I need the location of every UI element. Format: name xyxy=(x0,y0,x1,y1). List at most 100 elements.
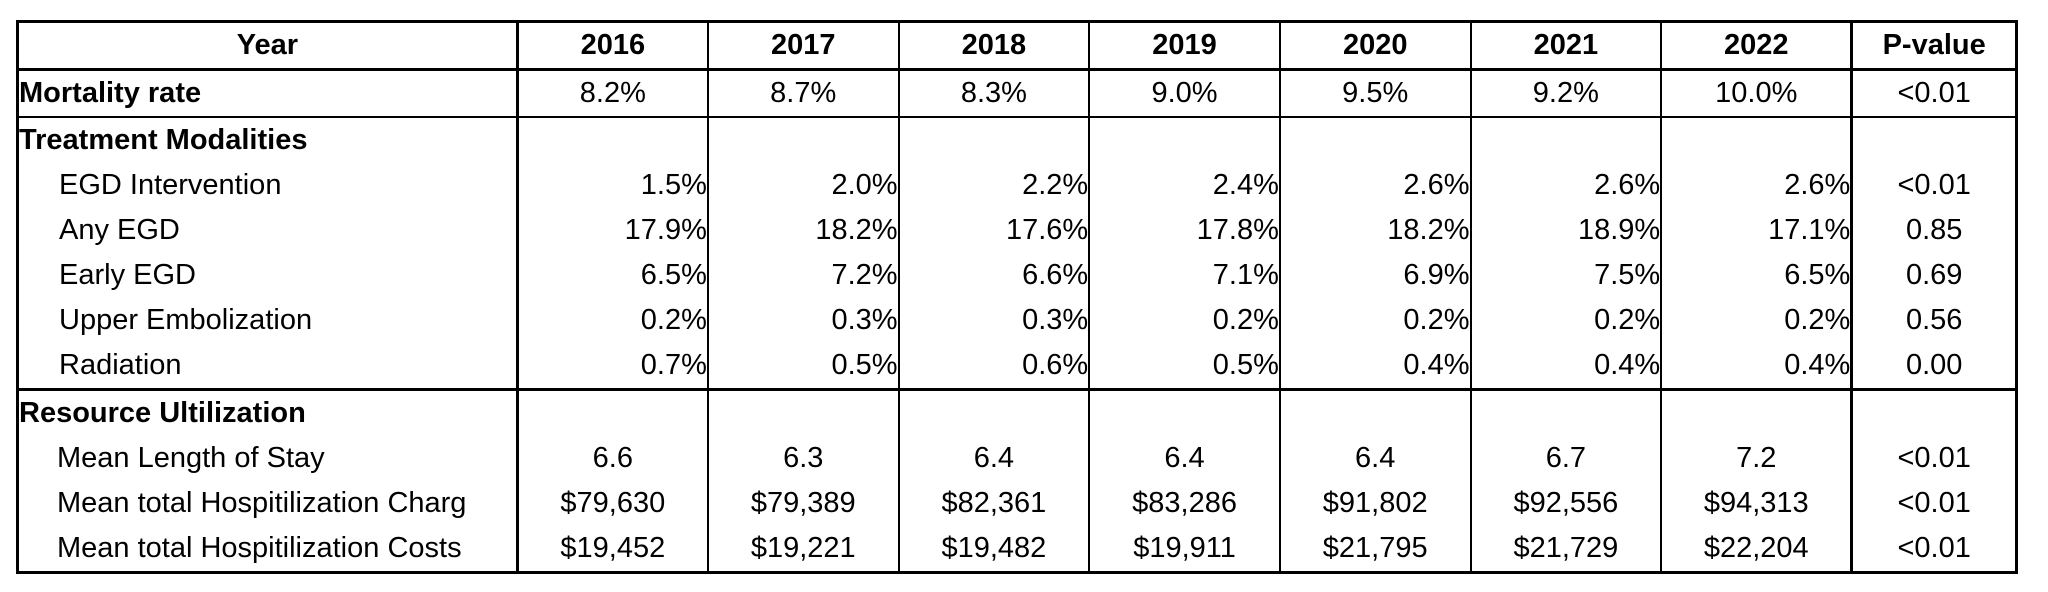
cell-value: 0.4% xyxy=(1469,343,1662,390)
header-year-2019: 2019 xyxy=(1088,21,1280,71)
cell-value: 2.2% xyxy=(897,163,1090,208)
cell-value: 9.0% xyxy=(1088,69,1280,117)
row-label: Any EGD xyxy=(59,214,180,246)
table-row: Any EGD 17.9% 18.2% 17.6% 17.8% 18.2% 18… xyxy=(18,208,2017,253)
header-row: Year 2016 2017 2018 2019 2020 2021 2022 … xyxy=(17,21,2017,71)
cell-value: $94,313 xyxy=(1660,481,1852,526)
cell-value: 0.7% xyxy=(515,343,708,390)
cell-pvalue: 0.56 xyxy=(1850,298,2017,343)
cell-value: 6.6% xyxy=(897,253,1090,298)
cell-value: 8.2% xyxy=(515,69,708,117)
cell-value: 0.2% xyxy=(1278,298,1471,343)
row-label: Mean total Hospitilization Charg xyxy=(57,487,467,519)
cell-pvalue: <0.01 xyxy=(1850,526,2017,573)
cell-value: 7.5% xyxy=(1469,253,1662,298)
section-header-row: Resource Ultilization xyxy=(17,388,2017,436)
section-header-row: Treatment Modalities xyxy=(17,116,2017,163)
cell-value: $83,286 xyxy=(1088,481,1280,526)
section-label-treatment: Treatment Modalities xyxy=(17,116,518,163)
cell-value: 6.6 xyxy=(515,436,708,481)
cell-value: $79,630 xyxy=(515,481,708,526)
cell-value: $22,204 xyxy=(1660,526,1852,573)
cell-value: 9.5% xyxy=(1278,69,1471,117)
cell-value: 7.2 xyxy=(1660,436,1852,481)
cell-value: 0.3% xyxy=(706,298,899,343)
cell-value: 0.2% xyxy=(1660,298,1852,343)
cell-value: 7.2% xyxy=(706,253,899,298)
cell-value: 17.8% xyxy=(1088,208,1280,253)
cell-value: $92,556 xyxy=(1469,481,1662,526)
cell-value: 0.5% xyxy=(1088,343,1280,390)
table-row: Mean Length of Stay 6.6 6.3 6.4 6.4 6.4 … xyxy=(18,436,2017,481)
cell-value: $19,911 xyxy=(1088,526,1280,573)
data-table: Year 2016 2017 2018 2019 2020 2021 2022 … xyxy=(16,20,2018,574)
data-table-sheet: Year 2016 2017 2018 2019 2020 2021 2022 … xyxy=(16,20,2018,574)
cell-pvalue: <0.01 xyxy=(1850,436,2017,481)
cell-value: $79,389 xyxy=(706,481,899,526)
cell-value: 0.4% xyxy=(1278,343,1471,390)
cell-value: 8.3% xyxy=(897,69,1090,117)
row-label: Radiation xyxy=(59,349,182,381)
cell-value: 0.6% xyxy=(897,343,1090,390)
table-row: Mean total Hospitilization Costs $19,452… xyxy=(18,526,2017,573)
table-row: Upper Embolization 0.2% 0.3% 0.3% 0.2% 0… xyxy=(18,298,2017,343)
cell-value: 2.6% xyxy=(1660,163,1852,208)
cell-value: 6.9% xyxy=(1278,253,1471,298)
cell-value: 7.1% xyxy=(1088,253,1280,298)
cell-value: 0.2% xyxy=(1469,298,1662,343)
cell-value: 10.0% xyxy=(1660,69,1852,117)
row-label: Mortality rate xyxy=(19,77,202,109)
cell-value: 9.2% xyxy=(1469,69,1662,117)
cell-value: 0.3% xyxy=(897,298,1090,343)
cell-value: 6.4 xyxy=(897,436,1090,481)
header-year-2021: 2021 xyxy=(1469,21,1662,71)
row-label: EGD Intervention xyxy=(59,169,282,201)
cell-value: $21,795 xyxy=(1278,526,1471,573)
header-year-2017: 2017 xyxy=(706,21,899,71)
cell-pvalue: 0.85 xyxy=(1850,208,2017,253)
header-pvalue: P-value xyxy=(1850,21,2017,71)
table-row: Early EGD 6.5% 7.2% 6.6% 7.1% 6.9% 7.5% … xyxy=(18,253,2017,298)
table-row: Mean total Hospitilization Charg $79,630… xyxy=(18,481,2017,526)
header-year-2020: 2020 xyxy=(1278,21,1471,71)
cell-value: 6.7 xyxy=(1469,436,1662,481)
header-year-label: Year xyxy=(17,21,518,71)
cell-value: 2.0% xyxy=(706,163,899,208)
cell-value: 6.5% xyxy=(1660,253,1852,298)
row-label: Mean Length of Stay xyxy=(57,442,325,474)
cell-value: 18.2% xyxy=(1278,208,1471,253)
cell-value: 0.2% xyxy=(1088,298,1280,343)
cell-value: 2.6% xyxy=(1469,163,1662,208)
cell-value: 0.2% xyxy=(515,298,708,343)
cell-value: 17.6% xyxy=(897,208,1090,253)
cell-value: $21,729 xyxy=(1469,526,1662,573)
header-year-2022: 2022 xyxy=(1660,21,1852,71)
cell-value: $19,452 xyxy=(515,526,708,573)
cell-value: 18.2% xyxy=(706,208,899,253)
cell-pvalue: 0.69 xyxy=(1850,253,2017,298)
cell-value: $19,482 xyxy=(897,526,1090,573)
header-year-2018: 2018 xyxy=(897,21,1090,71)
cell-value: 0.5% xyxy=(706,343,899,390)
cell-value: 2.6% xyxy=(1278,163,1471,208)
row-label: Upper Embolization xyxy=(59,304,313,336)
cell-value: $82,361 xyxy=(897,481,1090,526)
section-label-resource: Resource Ultilization xyxy=(17,388,518,436)
cell-value: 18.9% xyxy=(1469,208,1662,253)
row-label: Mean total Hospitilization Costs xyxy=(57,532,462,564)
cell-pvalue: <0.01 xyxy=(1850,163,2017,208)
cell-value: 1.5% xyxy=(515,163,708,208)
cell-value: $19,221 xyxy=(706,526,899,573)
cell-value: 17.9% xyxy=(515,208,708,253)
table-row: Radiation 0.7% 0.5% 0.6% 0.5% 0.4% 0.4% … xyxy=(18,343,2017,390)
cell-value: 6.5% xyxy=(515,253,708,298)
cell-value: 6.4 xyxy=(1278,436,1471,481)
row-label: Early EGD xyxy=(59,259,196,291)
header-year-2016: 2016 xyxy=(515,21,708,71)
cell-pvalue: 0.00 xyxy=(1850,343,2017,390)
cell-value: 0.4% xyxy=(1660,343,1852,390)
mortality-row: Mortality rate 8.2% 8.7% 8.3% 9.0% 9.5% … xyxy=(18,69,2017,117)
cell-value: 6.3 xyxy=(706,436,899,481)
cell-value: 2.4% xyxy=(1088,163,1280,208)
cell-value: 8.7% xyxy=(706,69,899,117)
